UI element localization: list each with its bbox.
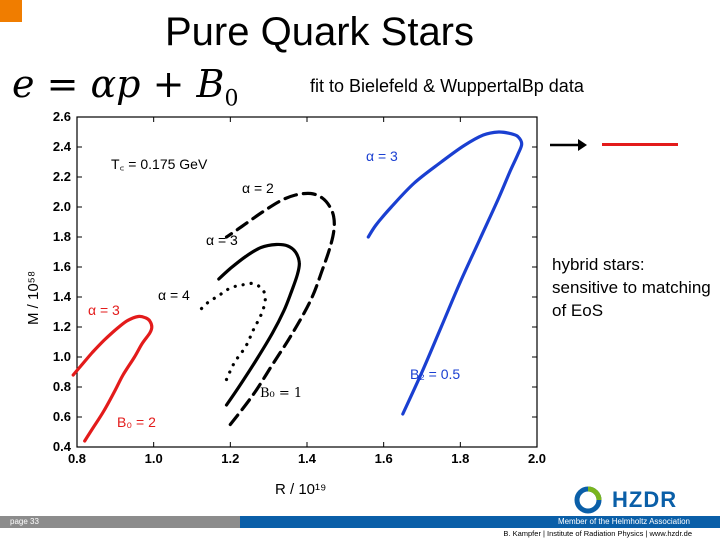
- accent-corner: [0, 0, 22, 22]
- x-tick-label: 1.8: [451, 451, 469, 466]
- y-tick-label: 0.8: [53, 379, 71, 394]
- annotation-red-alpha: α = 3: [88, 302, 120, 318]
- x-tick-label: 1.2: [221, 451, 239, 466]
- y-tick-label: 2.0: [53, 199, 71, 214]
- footer-member-bar: Member of the Helmholtz Association: [240, 516, 720, 528]
- x-tick-label: 1.4: [298, 451, 317, 466]
- y-tick-label: 1.4: [53, 289, 72, 304]
- footer-credit: B. Kampfer | Institute of Radiation Phys…: [503, 529, 692, 538]
- x-tick-label: 0.8: [68, 451, 86, 466]
- y-tick-label: 0.4: [53, 439, 72, 454]
- annotation-dashed-alpha: α = 2: [242, 180, 274, 196]
- annotation-tc: T꜀ = 0.175 GeV: [111, 156, 208, 172]
- y-axis-label: M / 10⁵⁸: [25, 271, 42, 325]
- annotation-blue-alpha: α = 3: [366, 148, 398, 164]
- arrow-icon: [550, 139, 587, 151]
- y-tick-label: 1.2: [53, 319, 71, 334]
- hzdr-logo-icon: [574, 486, 602, 514]
- series-red: [71, 314, 154, 443]
- series-black-dashed: [224, 191, 336, 427]
- y-tick-label: 1.6: [53, 259, 71, 274]
- x-tick-label: 2.0: [528, 451, 546, 466]
- mass-radius-chart: 0.8 1.0 1.2 1.4 1.6 1.8 2.0 0.4 0.6 0.8 1.0 1.2 1.4 1…: [25, 109, 546, 498]
- x-axis-label: R / 10¹⁹: [275, 481, 326, 498]
- y-tick-label: 1.8: [53, 229, 71, 244]
- annotation-solid-alpha: α = 3: [206, 232, 238, 248]
- y-tick-label: 0.6: [53, 409, 71, 424]
- x-tick-label: 1.6: [375, 451, 393, 466]
- equation: e = αp + B0: [12, 62, 239, 112]
- legend-red-line: [602, 143, 678, 146]
- logo-text: HZDR: [612, 487, 678, 512]
- y-tick-label: 2.2: [53, 169, 71, 184]
- series-black-dotted: [198, 281, 267, 382]
- page-label: page 33: [10, 517, 39, 526]
- hybrid-note: hybrid stars: sensitive to matching of E…: [552, 255, 711, 320]
- member-label: Member of the Helmholtz Association: [557, 517, 690, 526]
- series-black-solid: [217, 242, 301, 407]
- y-tick-label: 2.6: [53, 109, 71, 124]
- subtitle: fit to Bielefeld & WuppertalBp data: [310, 76, 584, 96]
- footer-page-bar: page 33: [0, 516, 240, 528]
- annotation-red-b: B₀ = 2: [117, 414, 156, 430]
- slide-title: Pure Quark Stars: [165, 10, 475, 54]
- y-tick-label: 1.0: [53, 349, 71, 364]
- series-blue: [366, 130, 524, 416]
- x-tick-label: 1.0: [145, 451, 163, 466]
- annotation-dotted-alpha: α = 4: [158, 287, 190, 303]
- y-tick-label: 2.4: [53, 139, 72, 154]
- annotation-blue-b: B₂ = 0.5: [410, 366, 460, 382]
- annotation-black-b: B₀ = 1: [260, 386, 302, 401]
